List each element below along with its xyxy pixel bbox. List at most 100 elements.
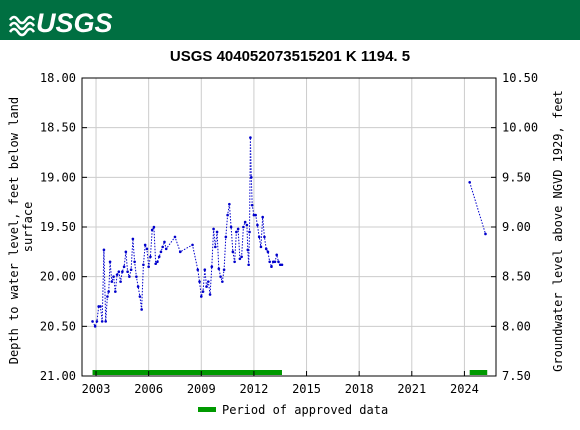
data-point bbox=[261, 215, 264, 219]
data-point bbox=[99, 305, 102, 308]
data-point bbox=[114, 290, 117, 293]
data-point bbox=[224, 235, 228, 239]
y-right-tick-label: 9.00 bbox=[502, 220, 531, 234]
y-right-tick-label: 10.50 bbox=[502, 71, 538, 85]
data-point bbox=[245, 223, 249, 227]
data-point bbox=[128, 275, 131, 278]
x-tick-label: 2024 bbox=[450, 382, 479, 396]
data-point bbox=[236, 227, 240, 231]
legend-label: Period of approved data bbox=[222, 403, 388, 417]
y-left-tick-label: 19.00 bbox=[40, 170, 76, 184]
data-point bbox=[268, 260, 272, 264]
data-point bbox=[135, 275, 138, 278]
x-tick-label: 2012 bbox=[239, 382, 268, 396]
data-point bbox=[468, 181, 471, 184]
y-left-label-line-2: surface bbox=[21, 202, 35, 253]
data-point bbox=[254, 213, 257, 217]
y-left-tick-label: 21.00 bbox=[40, 369, 76, 383]
approved-period-bar bbox=[92, 370, 282, 375]
data-point bbox=[246, 248, 250, 252]
data-point bbox=[263, 235, 266, 239]
y-right-tick-label: 7.50 bbox=[502, 369, 531, 383]
data-point bbox=[191, 243, 194, 247]
data-point bbox=[235, 230, 238, 234]
data-point bbox=[121, 270, 124, 274]
data-point bbox=[484, 232, 487, 236]
data-point bbox=[173, 235, 177, 239]
data-point bbox=[243, 220, 247, 224]
data-point bbox=[277, 260, 280, 264]
y-right-label: Groundwater level above NGVD 1929, feet bbox=[551, 90, 565, 372]
data-point bbox=[248, 230, 251, 234]
data-point bbox=[119, 280, 122, 283]
data-point bbox=[196, 268, 200, 272]
header-bar bbox=[0, 0, 580, 40]
data-point bbox=[228, 202, 231, 206]
data-point bbox=[149, 255, 152, 259]
y-right-axis-ticks: 10.50 10.00 9.50 9.00 8.50 8.00 7.50 bbox=[491, 71, 538, 383]
data-point bbox=[117, 270, 121, 274]
data-point bbox=[112, 275, 115, 278]
data-point bbox=[157, 255, 161, 259]
approved-period-bar bbox=[469, 370, 488, 375]
data-point bbox=[138, 295, 142, 298]
data-point bbox=[249, 176, 253, 179]
y-left-label-line-1: Depth to water level, feet below land bbox=[7, 97, 21, 364]
data-point bbox=[163, 240, 166, 244]
y-left-tick-label: 20.50 bbox=[40, 319, 76, 333]
data-point bbox=[110, 280, 114, 283]
data-point bbox=[275, 253, 279, 257]
data-point bbox=[161, 245, 164, 249]
x-tick-label: 2021 bbox=[397, 382, 426, 396]
data-point bbox=[93, 325, 97, 328]
data-point bbox=[212, 227, 215, 231]
data-point bbox=[152, 225, 156, 229]
data-point bbox=[222, 268, 226, 272]
data-point bbox=[142, 263, 145, 267]
x-tick-label: 2015 bbox=[292, 382, 321, 396]
data-point bbox=[199, 295, 203, 298]
x-tick-label: 2006 bbox=[134, 382, 163, 396]
y-right-tick-label: 8.00 bbox=[502, 319, 531, 333]
data-point bbox=[147, 265, 150, 269]
data-point bbox=[226, 213, 229, 217]
y-right-tick-label: 8.50 bbox=[502, 270, 531, 284]
data-point bbox=[240, 255, 243, 259]
x-tick-label: 2018 bbox=[345, 382, 374, 396]
y-left-tick-label: 20.00 bbox=[40, 270, 76, 284]
data-point bbox=[107, 290, 110, 293]
data-point bbox=[91, 320, 94, 323]
data-point bbox=[108, 260, 112, 264]
data-point bbox=[100, 320, 104, 323]
data-point bbox=[164, 247, 168, 251]
data-point bbox=[115, 273, 119, 276]
x-axis-ticks: 2003 2006 2009 2012 2015 2018 2021 2024 bbox=[82, 371, 479, 396]
x-tick-label: 2003 bbox=[82, 382, 111, 396]
data-point bbox=[273, 260, 277, 264]
y-left-label: Depth to water level, feet below land su… bbox=[7, 90, 35, 365]
data-point bbox=[266, 250, 270, 254]
data-point bbox=[156, 260, 159, 264]
data-point bbox=[233, 260, 236, 264]
data-point bbox=[143, 243, 147, 247]
data-point bbox=[201, 290, 205, 293]
data-point bbox=[122, 265, 126, 269]
data-point bbox=[95, 320, 99, 323]
data-point bbox=[178, 250, 182, 254]
data-point bbox=[104, 320, 107, 323]
y-left-tick-label: 19.50 bbox=[40, 220, 76, 234]
x-tick-label: 2009 bbox=[187, 382, 216, 396]
data-point bbox=[154, 262, 157, 266]
data-point bbox=[106, 295, 109, 298]
data-point bbox=[247, 263, 250, 267]
data-point bbox=[249, 136, 252, 139]
data-point bbox=[259, 245, 263, 249]
y-right-tick-label: 10.00 bbox=[502, 121, 538, 135]
data-point bbox=[133, 260, 136, 264]
legend: Period of approved data bbox=[198, 403, 388, 417]
data-point bbox=[150, 228, 154, 232]
data-point bbox=[280, 263, 284, 267]
data-point bbox=[129, 268, 133, 272]
data-point bbox=[208, 293, 212, 296]
y-left-tick-label: 18.50 bbox=[40, 121, 76, 135]
